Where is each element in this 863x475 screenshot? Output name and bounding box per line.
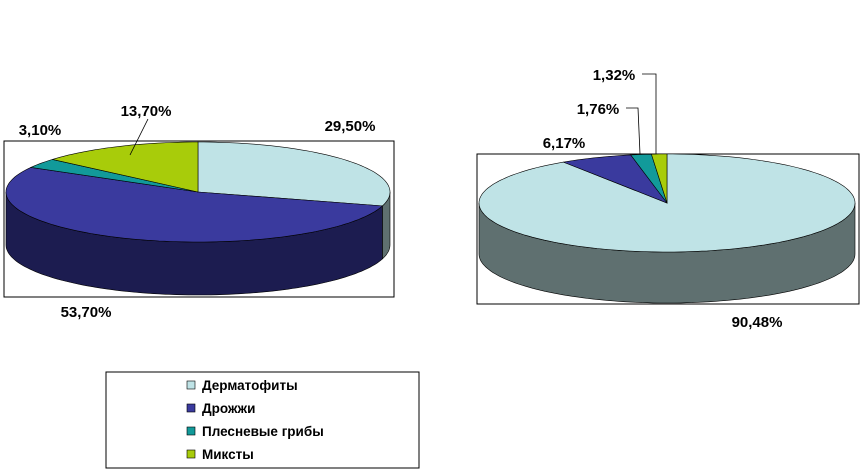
pie-chart-1: 29,50% 53,70% 3,10% 13,70%: [3, 103, 395, 321]
legend-swatch: [186, 449, 196, 459]
legend-item-molds: Плесневые грибы: [186, 424, 324, 439]
data-label-mixed: 1,32%: [593, 67, 636, 84]
pie-chart-2: 90,48% 6,17% 1,76% 1,32%: [476, 67, 860, 331]
data-label-yeasts: 53,70%: [61, 304, 112, 321]
pie-slice-mixed: [650, 153, 668, 204]
data-label-molds: 3,10%: [19, 122, 62, 139]
legend-item-mixed: Миксты: [186, 447, 254, 462]
pie-slice-dermatophytes: [197, 141, 391, 207]
pie-slice-yeasts: [5, 167, 384, 243]
pie-slice-yeasts: [562, 154, 668, 204]
legend: Дерматофиты Дрожжи Плесневые грибы Микст…: [105, 371, 420, 469]
legend-label: Дерматофиты: [202, 378, 298, 393]
legend-label: Плесневые грибы: [202, 424, 324, 439]
pie-slice-mixed: [52, 141, 199, 193]
legend-label: Миксты: [202, 447, 254, 462]
leader-line-mixed: [642, 73, 657, 154]
data-label-dermatophytes: 90,48%: [732, 314, 783, 331]
legend-swatch: [186, 403, 196, 413]
legend-swatch: [186, 426, 196, 436]
legend-label: Дрожжи: [202, 401, 255, 416]
legend-item-dermatophytes: Дерматофиты: [186, 378, 298, 393]
leader-line-molds: [626, 107, 641, 155]
data-label-mixed: 13,70%: [121, 103, 172, 120]
legend-box: [105, 371, 420, 469]
data-label-molds: 1,76%: [577, 101, 620, 118]
data-label-dermatophytes: 29,50%: [325, 118, 376, 135]
data-label-yeasts: 6,17%: [543, 135, 586, 152]
leader-line-mixed: [129, 118, 149, 156]
plot-area-frame: [3, 140, 395, 298]
legend-item-yeasts: Дрожжи: [186, 401, 255, 416]
legend-swatch: [186, 380, 196, 390]
pie-slice-molds: [29, 159, 199, 193]
